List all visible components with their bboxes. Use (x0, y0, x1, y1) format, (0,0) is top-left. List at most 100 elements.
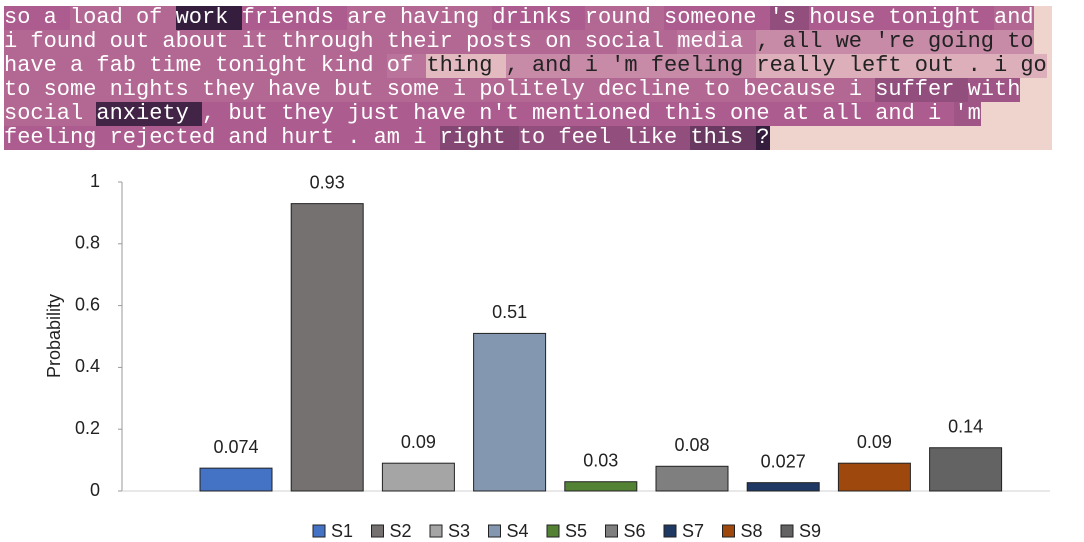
legend-swatch (312, 524, 326, 538)
legend-label: S5 (565, 521, 587, 541)
value-label: 0.09 (857, 432, 892, 452)
token: with (967, 77, 1021, 102)
token: . (967, 54, 994, 78)
token: their (386, 30, 466, 54)
token: . (347, 126, 374, 150)
token: load (69, 6, 136, 30)
token: but (334, 78, 387, 102)
text-line: social anxiety, but they just have n't mentione… (4, 102, 1052, 126)
token: because (743, 78, 849, 102)
token: ? (756, 125, 770, 150)
token: house (809, 6, 889, 30)
token: this (690, 126, 757, 150)
token: , (202, 102, 229, 126)
token: and (531, 54, 585, 78)
token: i (848, 78, 876, 102)
token: they (202, 78, 268, 102)
token: social (4, 102, 97, 126)
y-tick-label: 0.4 (75, 356, 100, 376)
token: going (927, 30, 1008, 54)
text-line: so a load of work friends are having drinks round… (4, 6, 1052, 30)
token: they (281, 102, 348, 126)
token: to (703, 78, 744, 102)
token: politely (479, 78, 598, 102)
token: i (413, 126, 440, 150)
legend-swatch (546, 524, 560, 538)
token: i (928, 102, 955, 126)
token: feeling (650, 54, 757, 78)
token: 're (875, 30, 928, 54)
token: am (373, 126, 414, 150)
token: n't (479, 102, 532, 126)
legend-swatch (663, 524, 677, 538)
token: tonight (215, 54, 321, 78)
legend-label: S1 (331, 521, 353, 541)
y-tick-label: 1 (90, 171, 100, 191)
y-tick-label: 0.2 (75, 418, 100, 438)
token: , (756, 30, 783, 54)
token: nights (109, 78, 202, 102)
legend-label: S2 (390, 521, 412, 541)
bar (564, 481, 638, 492)
value-label: 0.51 (492, 302, 527, 322)
legend-swatch (780, 524, 794, 538)
token: at (782, 102, 823, 126)
value-label: 0.027 (761, 451, 806, 471)
legend-label: S4 (507, 521, 529, 541)
token: to (518, 126, 559, 150)
y-axis-label: Probability (44, 294, 64, 378)
token: social (584, 30, 678, 54)
token: to (4, 78, 44, 102)
token: thing (426, 54, 506, 78)
token: decline (598, 78, 704, 102)
token: i (452, 78, 480, 102)
token: , (505, 54, 532, 78)
y-tick-label: 0.6 (75, 294, 100, 314)
token: i (584, 54, 612, 78)
token: 'm (954, 101, 981, 126)
token: found (30, 30, 110, 54)
value-label: 0.03 (583, 450, 618, 470)
token: a (43, 6, 70, 30)
token: like (624, 126, 691, 150)
bar (199, 467, 273, 492)
token: hurt (281, 126, 348, 150)
text-line: feeling rejected and hurt. am i right to feel lik… (4, 126, 1052, 150)
bar (381, 462, 455, 492)
token: it (241, 30, 282, 54)
text-line: have a fab time tonight kind of thing, and i'm fee… (4, 54, 1052, 78)
token: round (584, 6, 664, 30)
token: tonight (888, 6, 995, 30)
token: have (413, 102, 480, 126)
token: rejected (109, 126, 229, 150)
legend-swatch (429, 524, 443, 538)
token: suffer (875, 78, 968, 102)
token: just (347, 102, 414, 126)
value-label: 0.93 (310, 172, 345, 192)
token: some (386, 78, 453, 102)
token: have (268, 78, 334, 102)
token: this (664, 102, 731, 126)
text-line: to some nights they have but some i politely decl… (4, 78, 1052, 102)
token: all (822, 102, 876, 126)
legend-label: S3 (448, 521, 470, 541)
token: all (782, 30, 836, 54)
legend-label: S8 (741, 521, 763, 541)
bar (290, 203, 364, 492)
bar (929, 447, 1003, 492)
token: some (43, 78, 110, 102)
token: about (162, 30, 242, 54)
token: posts (466, 30, 546, 54)
token: and (875, 102, 928, 126)
token: kind (320, 54, 387, 78)
legend-swatch (722, 524, 735, 538)
token: feeling (4, 126, 110, 150)
token: really (756, 54, 849, 78)
token: time (149, 54, 216, 78)
token: i (993, 54, 1021, 78)
token: fab (96, 54, 150, 78)
legend-swatch (605, 524, 618, 538)
token: of (386, 54, 427, 78)
